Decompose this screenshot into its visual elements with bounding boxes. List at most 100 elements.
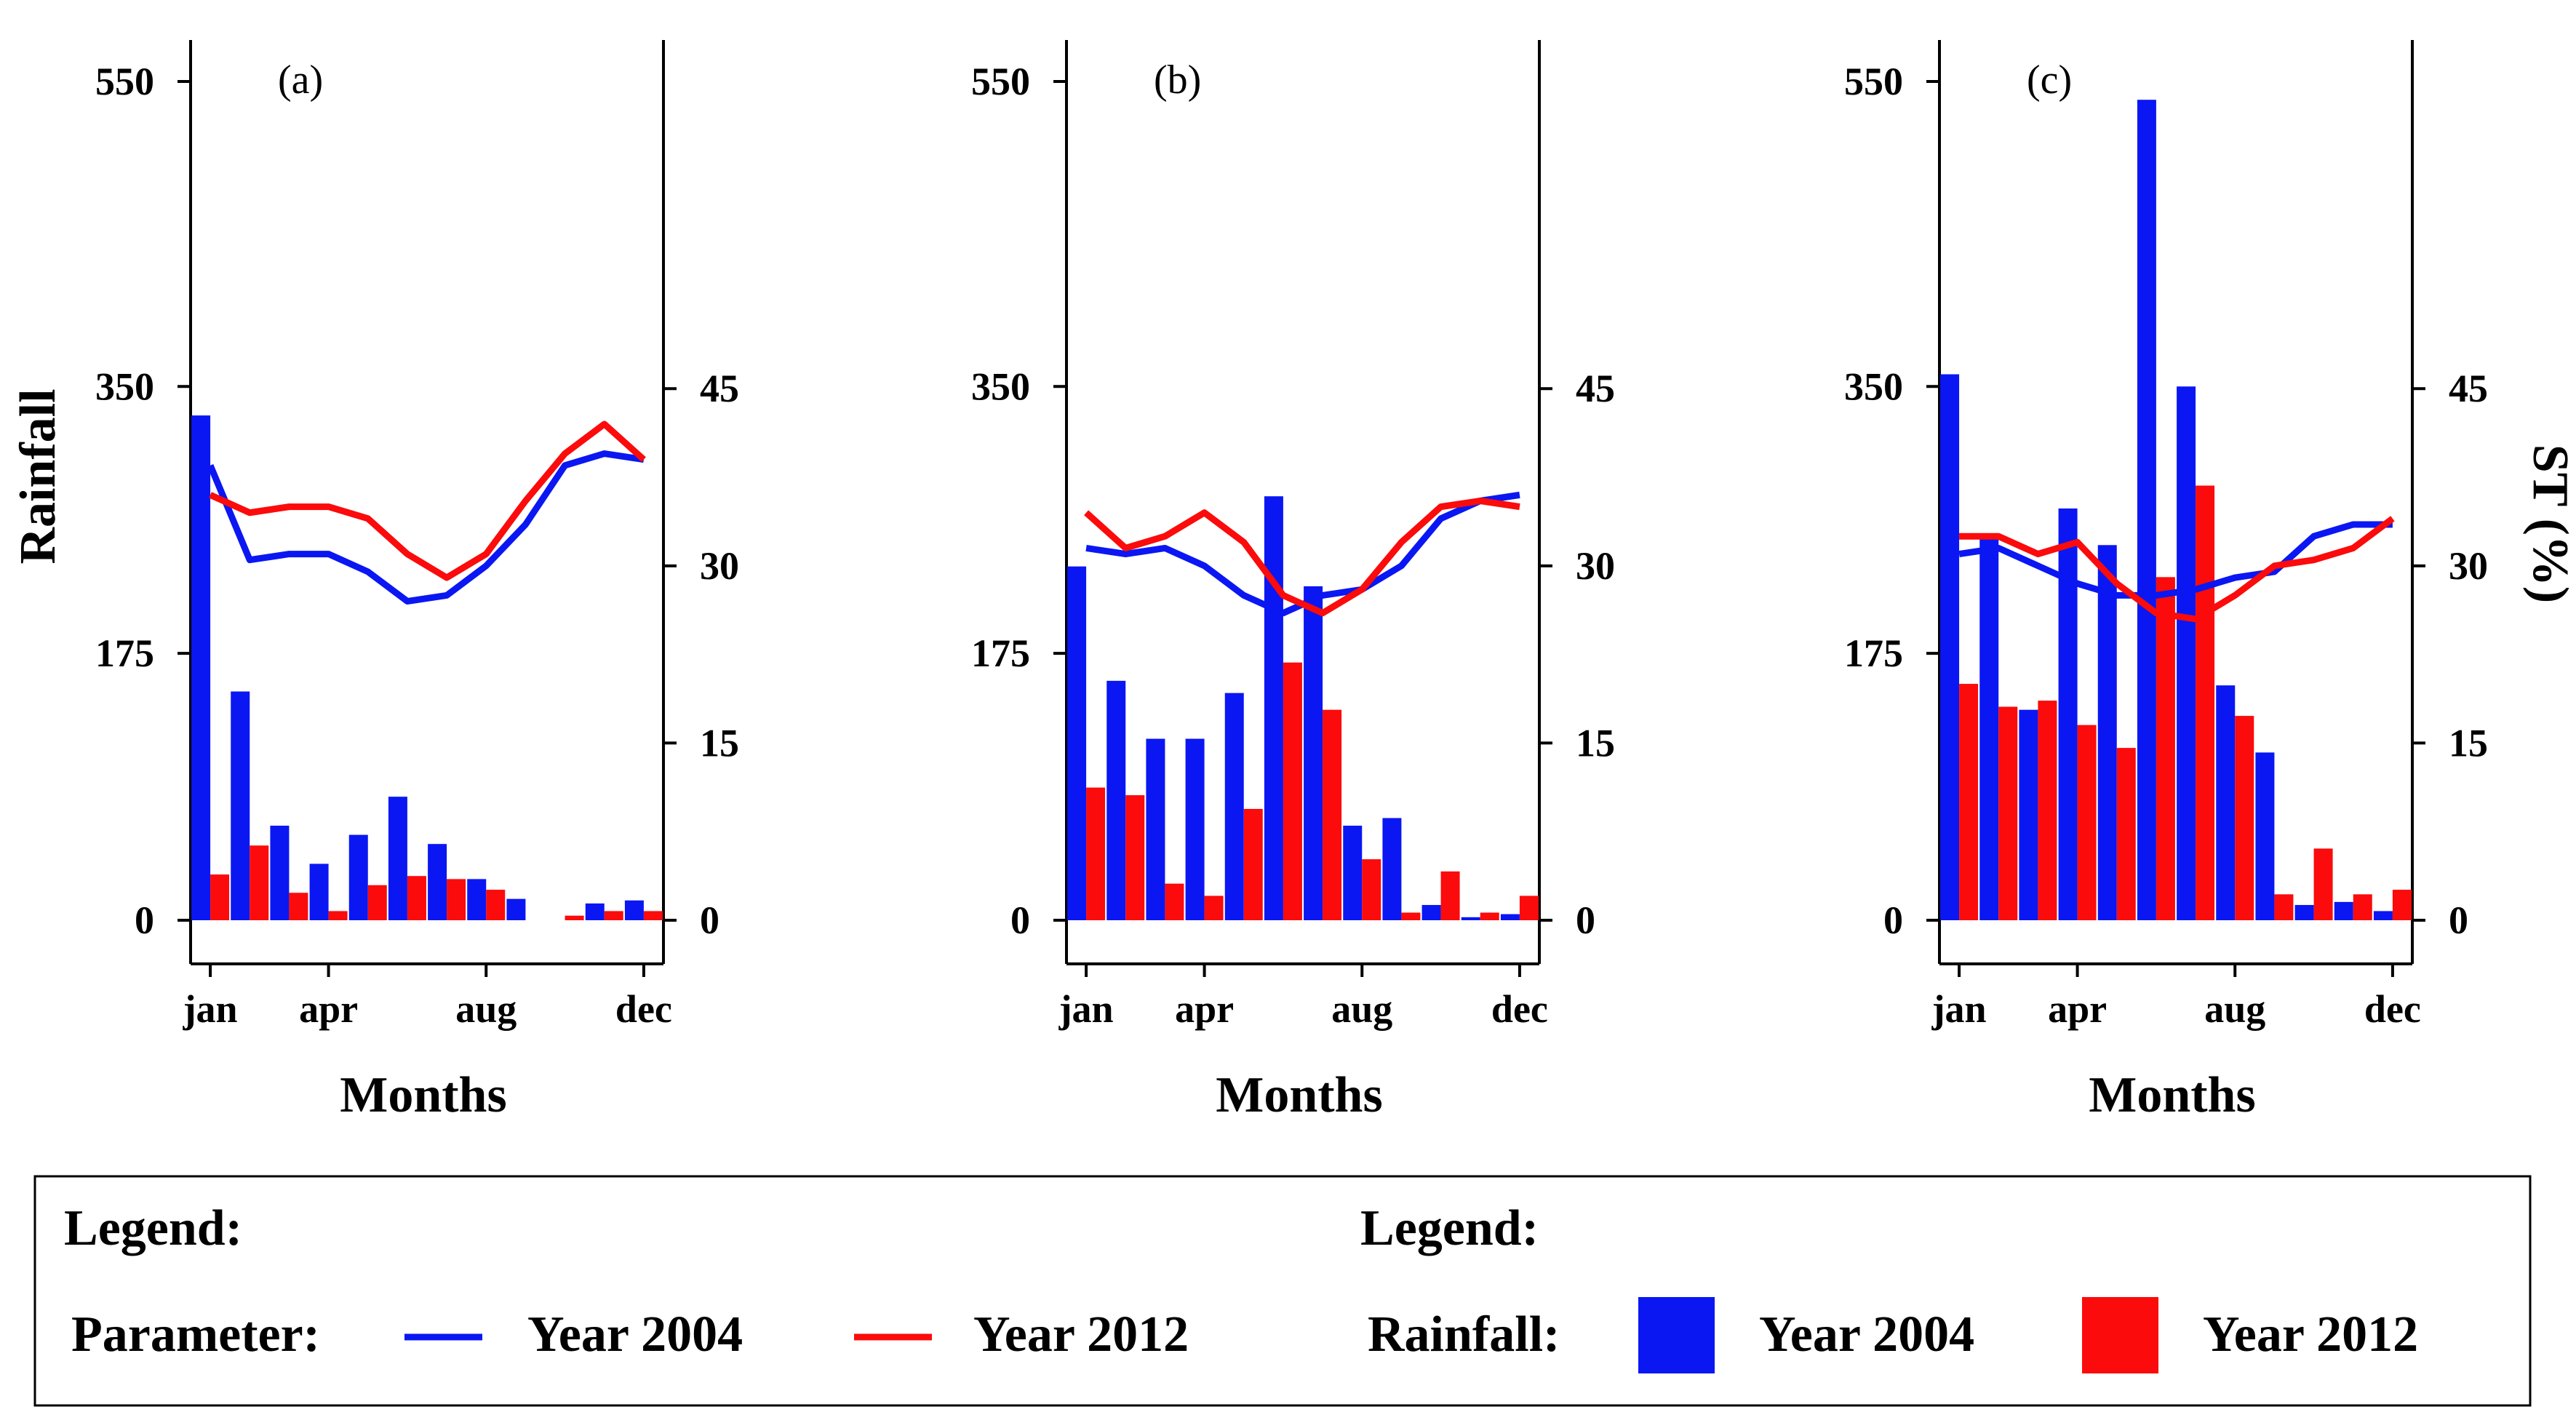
bar-rainfall-2004: [1185, 738, 1205, 920]
panel-label: (a): [278, 57, 323, 103]
bar-rainfall-2004: [1264, 496, 1283, 920]
chart-panel-b: 0 175 350 550 0 15 30 45 jan apr aug dec (b) Months: [971, 40, 1615, 1123]
bar-rainfall-2004: [2373, 911, 2393, 920]
bar-rainfall-2012: [289, 893, 308, 920]
bar-rainfall-2004: [2334, 901, 2353, 920]
y-tick-label: 0: [1883, 898, 1903, 942]
y2-tick-label: 45: [700, 367, 739, 410]
legend-bar-2004-swatch: [1638, 1297, 1715, 1373]
bar-rainfall-2004: [2216, 685, 2236, 920]
bar-rainfall-2012: [367, 885, 387, 920]
y2-tick-label: 30: [2449, 544, 2488, 588]
bar-rainfall-2012: [2077, 725, 2097, 920]
bar-rainfall-2012: [2116, 748, 2136, 920]
y-tick-label: 175: [971, 631, 1030, 675]
bar-rainfall-2012: [2156, 577, 2175, 920]
bar-rainfall-2004: [2058, 508, 2078, 920]
legend-parameter-label: Parameter:: [71, 1307, 320, 1363]
bar-rainfall-2004: [2255, 752, 2275, 920]
bar-rainfall-2012: [1362, 859, 1381, 920]
bar-rainfall-2004: [506, 898, 526, 920]
y2-axis-title-st: ST (%): [2522, 444, 2576, 603]
bar-rainfall-2004: [2019, 709, 2038, 920]
bar-rainfall-2004: [348, 834, 368, 920]
bar-rainfall-2004: [191, 415, 211, 920]
bar-rainfall-2012: [2392, 890, 2412, 920]
legend-title-parameter: Legend:: [64, 1200, 242, 1256]
x-tick-label: jan: [1931, 987, 1987, 1031]
chart-panel-c: 0 175 350 550 0 15 30 45 jan apr aug dec (c) Months: [1844, 40, 2488, 1123]
bar-rainfall-2004: [1224, 693, 1244, 920]
line-parameter-2004: [1085, 491, 1520, 617]
y-tick-label: 550: [95, 60, 154, 103]
y2-tick-label: 45: [2449, 367, 2488, 410]
x-tick-label: aug: [455, 987, 517, 1031]
bar-rainfall-2012: [1401, 912, 1421, 920]
bar-rainfall-2012: [1480, 912, 1499, 920]
bar-rainfall-2004: [1146, 738, 1165, 920]
bar-rainfall-2012: [643, 911, 663, 920]
y2-tick-label: 30: [700, 544, 739, 588]
bar-rainfall-2012: [486, 890, 506, 920]
y-tick-label: 350: [971, 364, 1030, 408]
bar-rainfall-2004: [2097, 545, 2117, 920]
bar-rainfall-2004: [1940, 374, 1960, 920]
bar-rainfall-2012: [1283, 662, 1302, 920]
bar-rainfall-2004: [1106, 680, 1126, 920]
bar-rainfall-2012: [210, 874, 230, 920]
chart-panel-a: 0 175 350 550 0 15 30 45 jan apr aug dec (a) Months: [95, 40, 739, 1123]
bar-rainfall-2004: [1461, 917, 1480, 920]
bar-rainfall-2012: [328, 911, 348, 920]
y-tick-label: 0: [1010, 898, 1030, 942]
y-tick-label: 550: [971, 60, 1030, 103]
line-parameter-2012: [1959, 516, 2395, 623]
line-parameter-2004: [207, 450, 645, 605]
bar-rainfall-2012: [1243, 808, 1263, 920]
y-tick-label: 350: [95, 364, 154, 408]
bar-rainfall-2004: [1343, 826, 1363, 920]
legend-rainfall-label: Rainfall:: [1368, 1307, 1560, 1363]
x-tick-label: dec: [2364, 987, 2421, 1031]
bar-rainfall-2012: [1086, 787, 1106, 920]
line-parameter-2012: [209, 420, 646, 581]
panel-label: (c): [2027, 57, 2072, 103]
legend-box: Legend: Parameter: Year 2004 Year 2012 L…: [33, 1175, 2532, 1407]
x-tick-label: aug: [1331, 987, 1392, 1031]
y2-tick-label: 15: [700, 721, 739, 765]
bar-rainfall-2012: [1165, 883, 1184, 920]
bar-rainfall-2012: [250, 845, 269, 920]
bar-rainfall-2004: [1067, 566, 1087, 920]
bar-rainfall-2012: [565, 915, 584, 920]
bar-rainfall-2012: [1323, 709, 1342, 920]
x-tick-label: apr: [1175, 987, 1234, 1031]
bar-rainfall-2004: [1500, 914, 1520, 920]
bar-rainfall-2012: [1959, 684, 1979, 920]
bar-rainfall-2012: [2274, 894, 2294, 920]
line-parameter-2004: [1958, 521, 2393, 599]
bar-rainfall-2012: [2353, 894, 2372, 920]
legend-line-2012-label: Year 2012: [973, 1307, 1189, 1363]
legend-bar-2012-swatch: [2082, 1297, 2158, 1373]
x-axis-title: Months: [2089, 1067, 2255, 1123]
bar-rainfall-2012: [1204, 896, 1224, 920]
panel-label: (b): [1154, 57, 1201, 103]
bar-rainfall-2012: [1125, 795, 1145, 920]
bar-rainfall-2012: [2196, 485, 2215, 920]
y2-tick-label: 0: [700, 898, 719, 942]
bar-rainfall-2004: [467, 879, 487, 920]
bar-rainfall-2012: [2313, 848, 2333, 920]
bar-rainfall-2004: [231, 691, 250, 920]
bar-rainfall-2012: [2235, 716, 2254, 920]
x-tick-label: dec: [1491, 987, 1548, 1031]
legend-bar-2012-label: Year 2012: [2203, 1307, 2418, 1363]
y-tick-label: 550: [1844, 60, 1903, 103]
bar-rainfall-2004: [1979, 538, 1999, 920]
legend-bar-2004-label: Year 2004: [1759, 1307, 1974, 1363]
legend-line-2004-label: Year 2004: [527, 1307, 743, 1363]
x-tick-label: aug: [2204, 987, 2265, 1031]
y2-tick-label: 30: [1576, 544, 1615, 588]
y2-tick-label: 15: [1576, 721, 1615, 765]
y-tick-label: 175: [95, 631, 154, 675]
bar-rainfall-2004: [2294, 905, 2314, 920]
